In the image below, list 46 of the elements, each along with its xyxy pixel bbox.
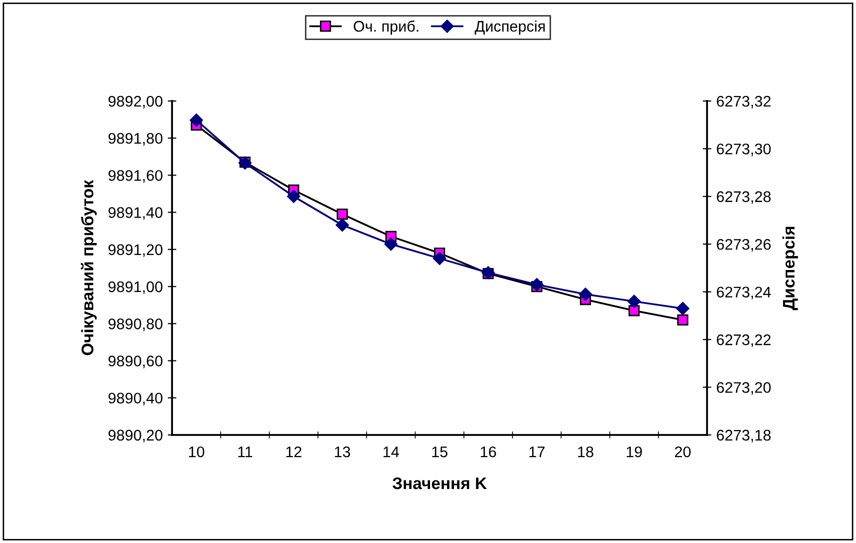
point xyxy=(628,305,640,316)
y2-tick-label: 6273,22 xyxy=(716,334,771,348)
x-tick-label: 12 xyxy=(286,446,302,458)
x-tick-label: 16 xyxy=(480,446,496,458)
point xyxy=(628,294,641,308)
x-tick-label: 18 xyxy=(578,446,594,458)
y2-tick-label: 6273,20 xyxy=(716,382,771,395)
x-tick-label: 19 xyxy=(626,446,642,458)
x-tick-label: 20 xyxy=(675,446,691,458)
y2-tick-label: 6273,24 xyxy=(716,286,771,300)
point xyxy=(287,190,300,203)
point xyxy=(432,252,446,266)
y-tick-label: 9890,20 xyxy=(108,430,162,442)
y2-tick-label: 6273,28 xyxy=(716,191,771,204)
point xyxy=(676,302,690,316)
x-axis-title: Значення K xyxy=(392,477,487,490)
y-tick-label: 9891,60 xyxy=(108,170,162,183)
legend-label: Дисперсія xyxy=(474,20,545,35)
point xyxy=(336,208,348,220)
y-tick-label: 9891,80 xyxy=(108,132,162,146)
y-tick-label: 9890,80 xyxy=(108,318,162,332)
x-tick-label: 10 xyxy=(189,446,204,458)
point xyxy=(384,238,398,251)
legend-label: Оч. приб. xyxy=(354,20,418,35)
point xyxy=(530,278,544,292)
y-tick-label: 9891,40 xyxy=(108,207,162,220)
y2-tick-label: 6273,18 xyxy=(716,430,771,442)
point xyxy=(677,314,688,326)
y-tick-label: 9890,40 xyxy=(108,392,162,406)
y-axis-title: Очікуваний прибуток xyxy=(80,180,97,356)
x-tick-label: 15 xyxy=(432,446,448,458)
x-tick-label: 13 xyxy=(334,446,350,458)
y2-tick-label: 6273,32 xyxy=(716,96,771,108)
x-tick-label: 17 xyxy=(530,446,545,458)
point xyxy=(336,218,349,232)
y2-axis-title: Дисперсія xyxy=(782,226,798,310)
point xyxy=(190,113,203,127)
y-tick-label: 9891,20 xyxy=(108,244,162,257)
y2-tick-label: 6273,30 xyxy=(716,144,771,156)
y-tick-label: 9890,60 xyxy=(108,356,162,368)
y-tick-label: 9892,00 xyxy=(108,96,162,108)
x-tick-label: 11 xyxy=(238,446,252,458)
point xyxy=(578,288,592,301)
y2-tick-label: 6273,26 xyxy=(716,238,771,252)
y-tick-label: 9891,00 xyxy=(108,281,162,294)
x-tick-label: 14 xyxy=(384,446,399,458)
